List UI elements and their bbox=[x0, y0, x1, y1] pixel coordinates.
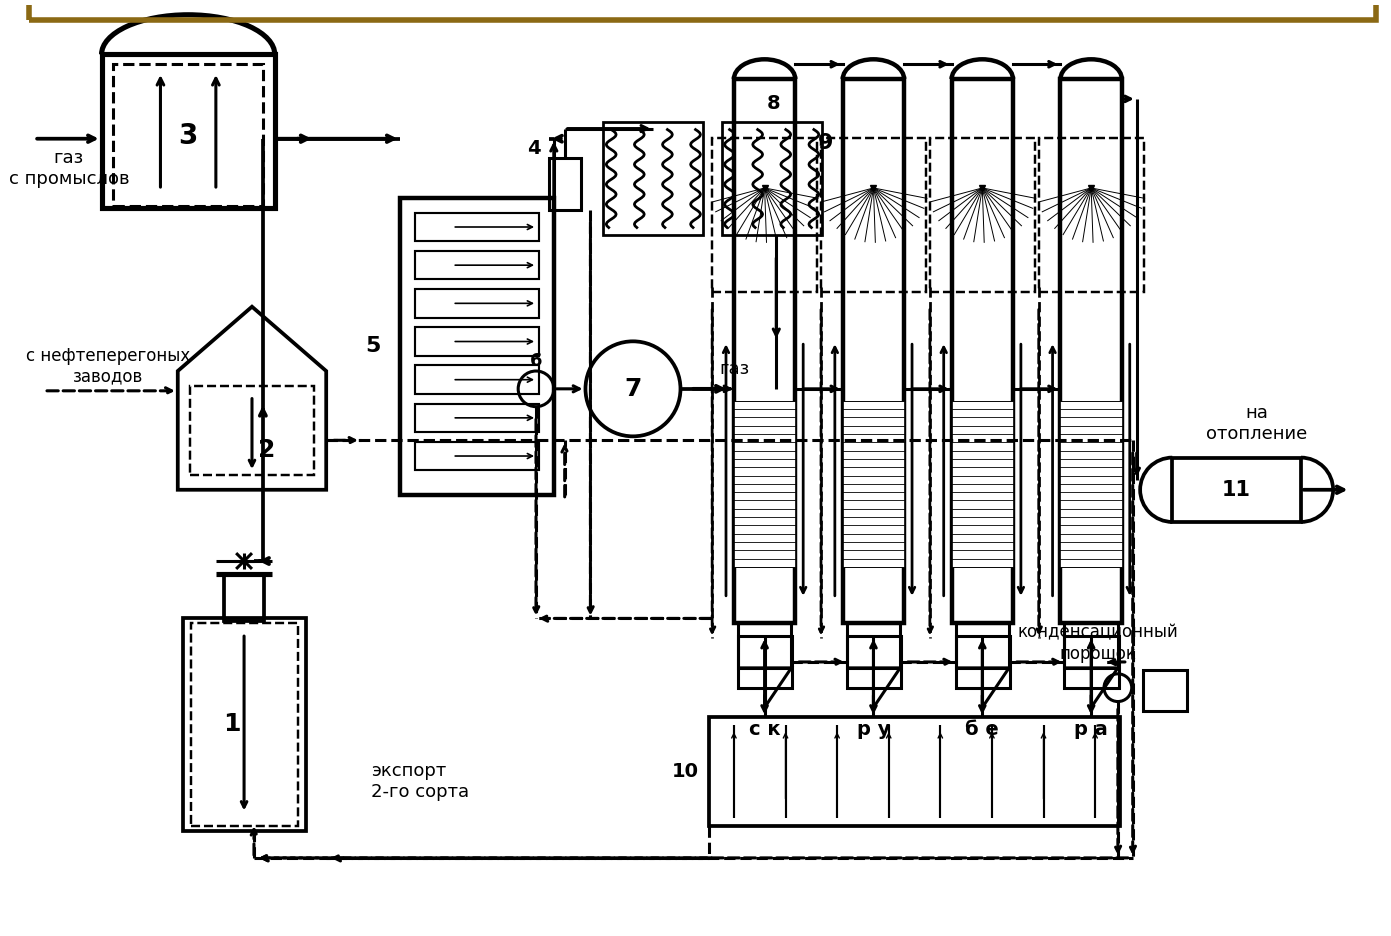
Bar bbox=[956, 636, 1010, 688]
Bar bbox=[709, 717, 1120, 826]
Bar bbox=[224, 574, 264, 622]
Bar bbox=[847, 623, 900, 668]
Bar bbox=[1173, 458, 1301, 522]
Text: 4: 4 bbox=[527, 139, 541, 158]
Bar bbox=[1064, 636, 1118, 688]
Bar bbox=[843, 80, 904, 623]
Text: 8: 8 bbox=[768, 95, 780, 113]
Bar bbox=[416, 212, 538, 241]
Text: р а: р а bbox=[1074, 720, 1109, 739]
Bar bbox=[401, 197, 554, 495]
Bar bbox=[847, 636, 901, 688]
Bar bbox=[951, 401, 1013, 567]
Bar bbox=[604, 122, 704, 236]
Bar bbox=[734, 80, 796, 623]
Bar bbox=[929, 139, 1035, 292]
Text: конденсационный
порошок: конденсационный порошок bbox=[1018, 623, 1178, 663]
Text: газ
с промыслов: газ с промыслов bbox=[8, 149, 129, 188]
Text: на
отопление: на отопление bbox=[1206, 404, 1308, 443]
Text: 5: 5 bbox=[366, 336, 381, 357]
Text: 3: 3 bbox=[178, 122, 198, 150]
Text: с нефтеперегоных
заводов: с нефтеперегоных заводов bbox=[26, 346, 191, 386]
Bar bbox=[102, 54, 275, 208]
Bar bbox=[712, 139, 817, 292]
Text: 11: 11 bbox=[1223, 480, 1251, 500]
Text: 7: 7 bbox=[625, 377, 641, 401]
Bar bbox=[416, 328, 538, 356]
Text: 2: 2 bbox=[259, 438, 275, 462]
Bar bbox=[737, 623, 791, 668]
Bar bbox=[734, 401, 796, 567]
Bar bbox=[843, 401, 904, 567]
Bar bbox=[416, 289, 538, 317]
Text: газ: газ bbox=[719, 360, 750, 378]
Text: 10: 10 bbox=[672, 762, 700, 782]
Bar bbox=[189, 386, 314, 475]
Text: р у: р у bbox=[857, 720, 890, 739]
Bar bbox=[416, 251, 538, 280]
Text: экспорт
2-го сорта: экспорт 2-го сорта bbox=[371, 762, 469, 801]
Text: с к: с к bbox=[748, 720, 780, 739]
Bar bbox=[821, 139, 926, 292]
Bar bbox=[1064, 623, 1118, 668]
Bar bbox=[1060, 401, 1121, 567]
Text: 6: 6 bbox=[530, 352, 542, 370]
Text: 9: 9 bbox=[818, 134, 833, 154]
Bar bbox=[549, 158, 580, 210]
Bar bbox=[1142, 670, 1187, 711]
Bar bbox=[1060, 80, 1121, 623]
Text: б е: б е bbox=[965, 720, 999, 739]
Text: 1: 1 bbox=[224, 712, 241, 737]
Bar bbox=[114, 65, 263, 206]
Bar bbox=[182, 619, 306, 831]
Bar bbox=[956, 623, 1008, 668]
Bar bbox=[737, 636, 793, 688]
Bar bbox=[722, 122, 822, 236]
Bar bbox=[191, 623, 299, 826]
Bar bbox=[1039, 139, 1143, 292]
Bar bbox=[416, 365, 538, 394]
Bar bbox=[416, 403, 538, 432]
Bar bbox=[951, 80, 1013, 623]
Bar bbox=[416, 442, 538, 470]
